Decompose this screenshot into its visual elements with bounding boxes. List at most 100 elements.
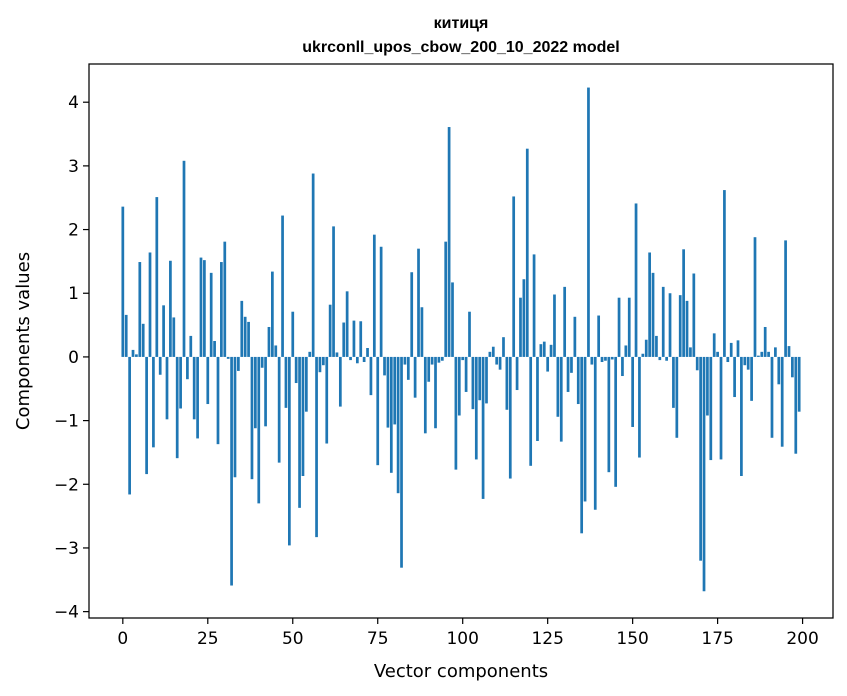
bar-3 — [131, 349, 135, 357]
bar-39 — [254, 356, 257, 429]
bar-110 — [495, 356, 499, 365]
chart-title: китиця — [434, 15, 489, 32]
bar-35 — [240, 300, 244, 357]
bar-197 — [791, 356, 794, 378]
y-tick-label: −4 — [54, 603, 79, 623]
bar-68 — [352, 320, 356, 357]
chart-subtitle: ukrconll_upos_cbow_200_10_2022 model — [302, 39, 619, 56]
bar-28 — [216, 356, 220, 445]
bar-15 — [172, 317, 176, 357]
x-axis-label: Vector components — [374, 661, 548, 682]
bar-55 — [308, 351, 312, 357]
bar-97 — [451, 282, 454, 357]
bar-130 — [563, 286, 567, 357]
bar-10 — [155, 197, 159, 357]
bar-154 — [644, 339, 648, 357]
bar-127 — [553, 294, 556, 357]
bar-126 — [549, 344, 553, 357]
bar-178 — [726, 356, 730, 363]
bar-54 — [304, 356, 308, 412]
bar-111 — [498, 356, 502, 370]
bar-29 — [220, 262, 223, 357]
bar-86 — [413, 356, 417, 398]
bar-161 — [668, 293, 672, 357]
bar-147 — [621, 356, 624, 377]
bar-129 — [559, 356, 563, 442]
bar-190 — [767, 351, 770, 357]
y-tick-label: −2 — [54, 475, 79, 495]
bar-77 — [383, 356, 386, 376]
bar-65 — [342, 322, 346, 357]
bar-27 — [213, 341, 216, 357]
bar-125 — [546, 356, 550, 372]
y-axis: −4 −3 −2 −1 0 1 2 3 4 — [54, 93, 89, 623]
bar-60 — [325, 356, 329, 444]
bar-107 — [485, 356, 488, 404]
bar-150 — [631, 356, 634, 427]
bar-33 — [233, 356, 237, 478]
bar-185 — [750, 356, 753, 401]
bar-74 — [372, 234, 376, 357]
y-tick-label: −3 — [54, 539, 79, 559]
y-tick-label: 4 — [68, 93, 79, 113]
bar-46 — [277, 356, 281, 463]
bar-56 — [311, 173, 315, 357]
bar-187 — [757, 355, 760, 357]
bar-153 — [641, 353, 645, 357]
bar-83 — [403, 356, 407, 365]
bar-42 — [264, 356, 267, 427]
bar-176 — [719, 356, 723, 460]
bar-180 — [733, 356, 736, 398]
bar-32 — [230, 356, 233, 586]
bar-95 — [444, 241, 448, 357]
bar-122 — [536, 356, 539, 441]
bar-78 — [386, 356, 390, 428]
bar-186 — [753, 237, 757, 357]
bar-138 — [590, 356, 594, 365]
bar-143 — [607, 356, 611, 473]
bar-51 — [294, 356, 298, 384]
bars-group — [121, 87, 801, 592]
bar-73 — [369, 356, 373, 396]
bar-62 — [332, 226, 335, 357]
bar-171 — [702, 356, 706, 592]
bar-151 — [634, 203, 638, 357]
bar-31 — [226, 356, 230, 359]
bar-57 — [315, 356, 318, 538]
bar-58 — [318, 356, 322, 373]
x-tick-label: 25 — [197, 629, 219, 649]
bar-128 — [556, 356, 560, 417]
bar-90 — [427, 356, 431, 382]
bar-4 — [135, 354, 138, 357]
bar-47 — [281, 215, 284, 357]
bar-102 — [468, 311, 471, 357]
bar-141 — [600, 356, 604, 363]
bar-104 — [474, 356, 478, 460]
bar-188 — [760, 351, 764, 357]
y-tick-label: 3 — [68, 157, 79, 177]
bar-88 — [420, 307, 424, 357]
x-tick-label: 50 — [282, 629, 304, 649]
bar-17 — [179, 356, 182, 409]
x-tick-label: 75 — [367, 629, 389, 649]
bar-105 — [478, 356, 482, 401]
x-tick-label: 100 — [446, 629, 478, 649]
y-axis-label: Components values — [13, 252, 34, 430]
x-tick-label: 125 — [531, 629, 563, 649]
bar-87 — [417, 248, 420, 357]
bar-63 — [335, 352, 339, 357]
bar-5 — [138, 262, 142, 357]
bar-162 — [672, 356, 675, 408]
bar-76 — [379, 246, 383, 357]
bar-11 — [158, 356, 162, 375]
bar-168 — [692, 273, 696, 357]
bar-191 — [770, 356, 774, 438]
bar-36 — [243, 316, 247, 357]
bar-133 — [573, 316, 577, 357]
bar-75 — [376, 356, 380, 466]
y-tick-label: −1 — [54, 412, 79, 432]
bar-48 — [284, 356, 288, 408]
bar-103 — [471, 356, 475, 410]
bar-156 — [651, 272, 655, 357]
bar-132 — [570, 356, 573, 373]
